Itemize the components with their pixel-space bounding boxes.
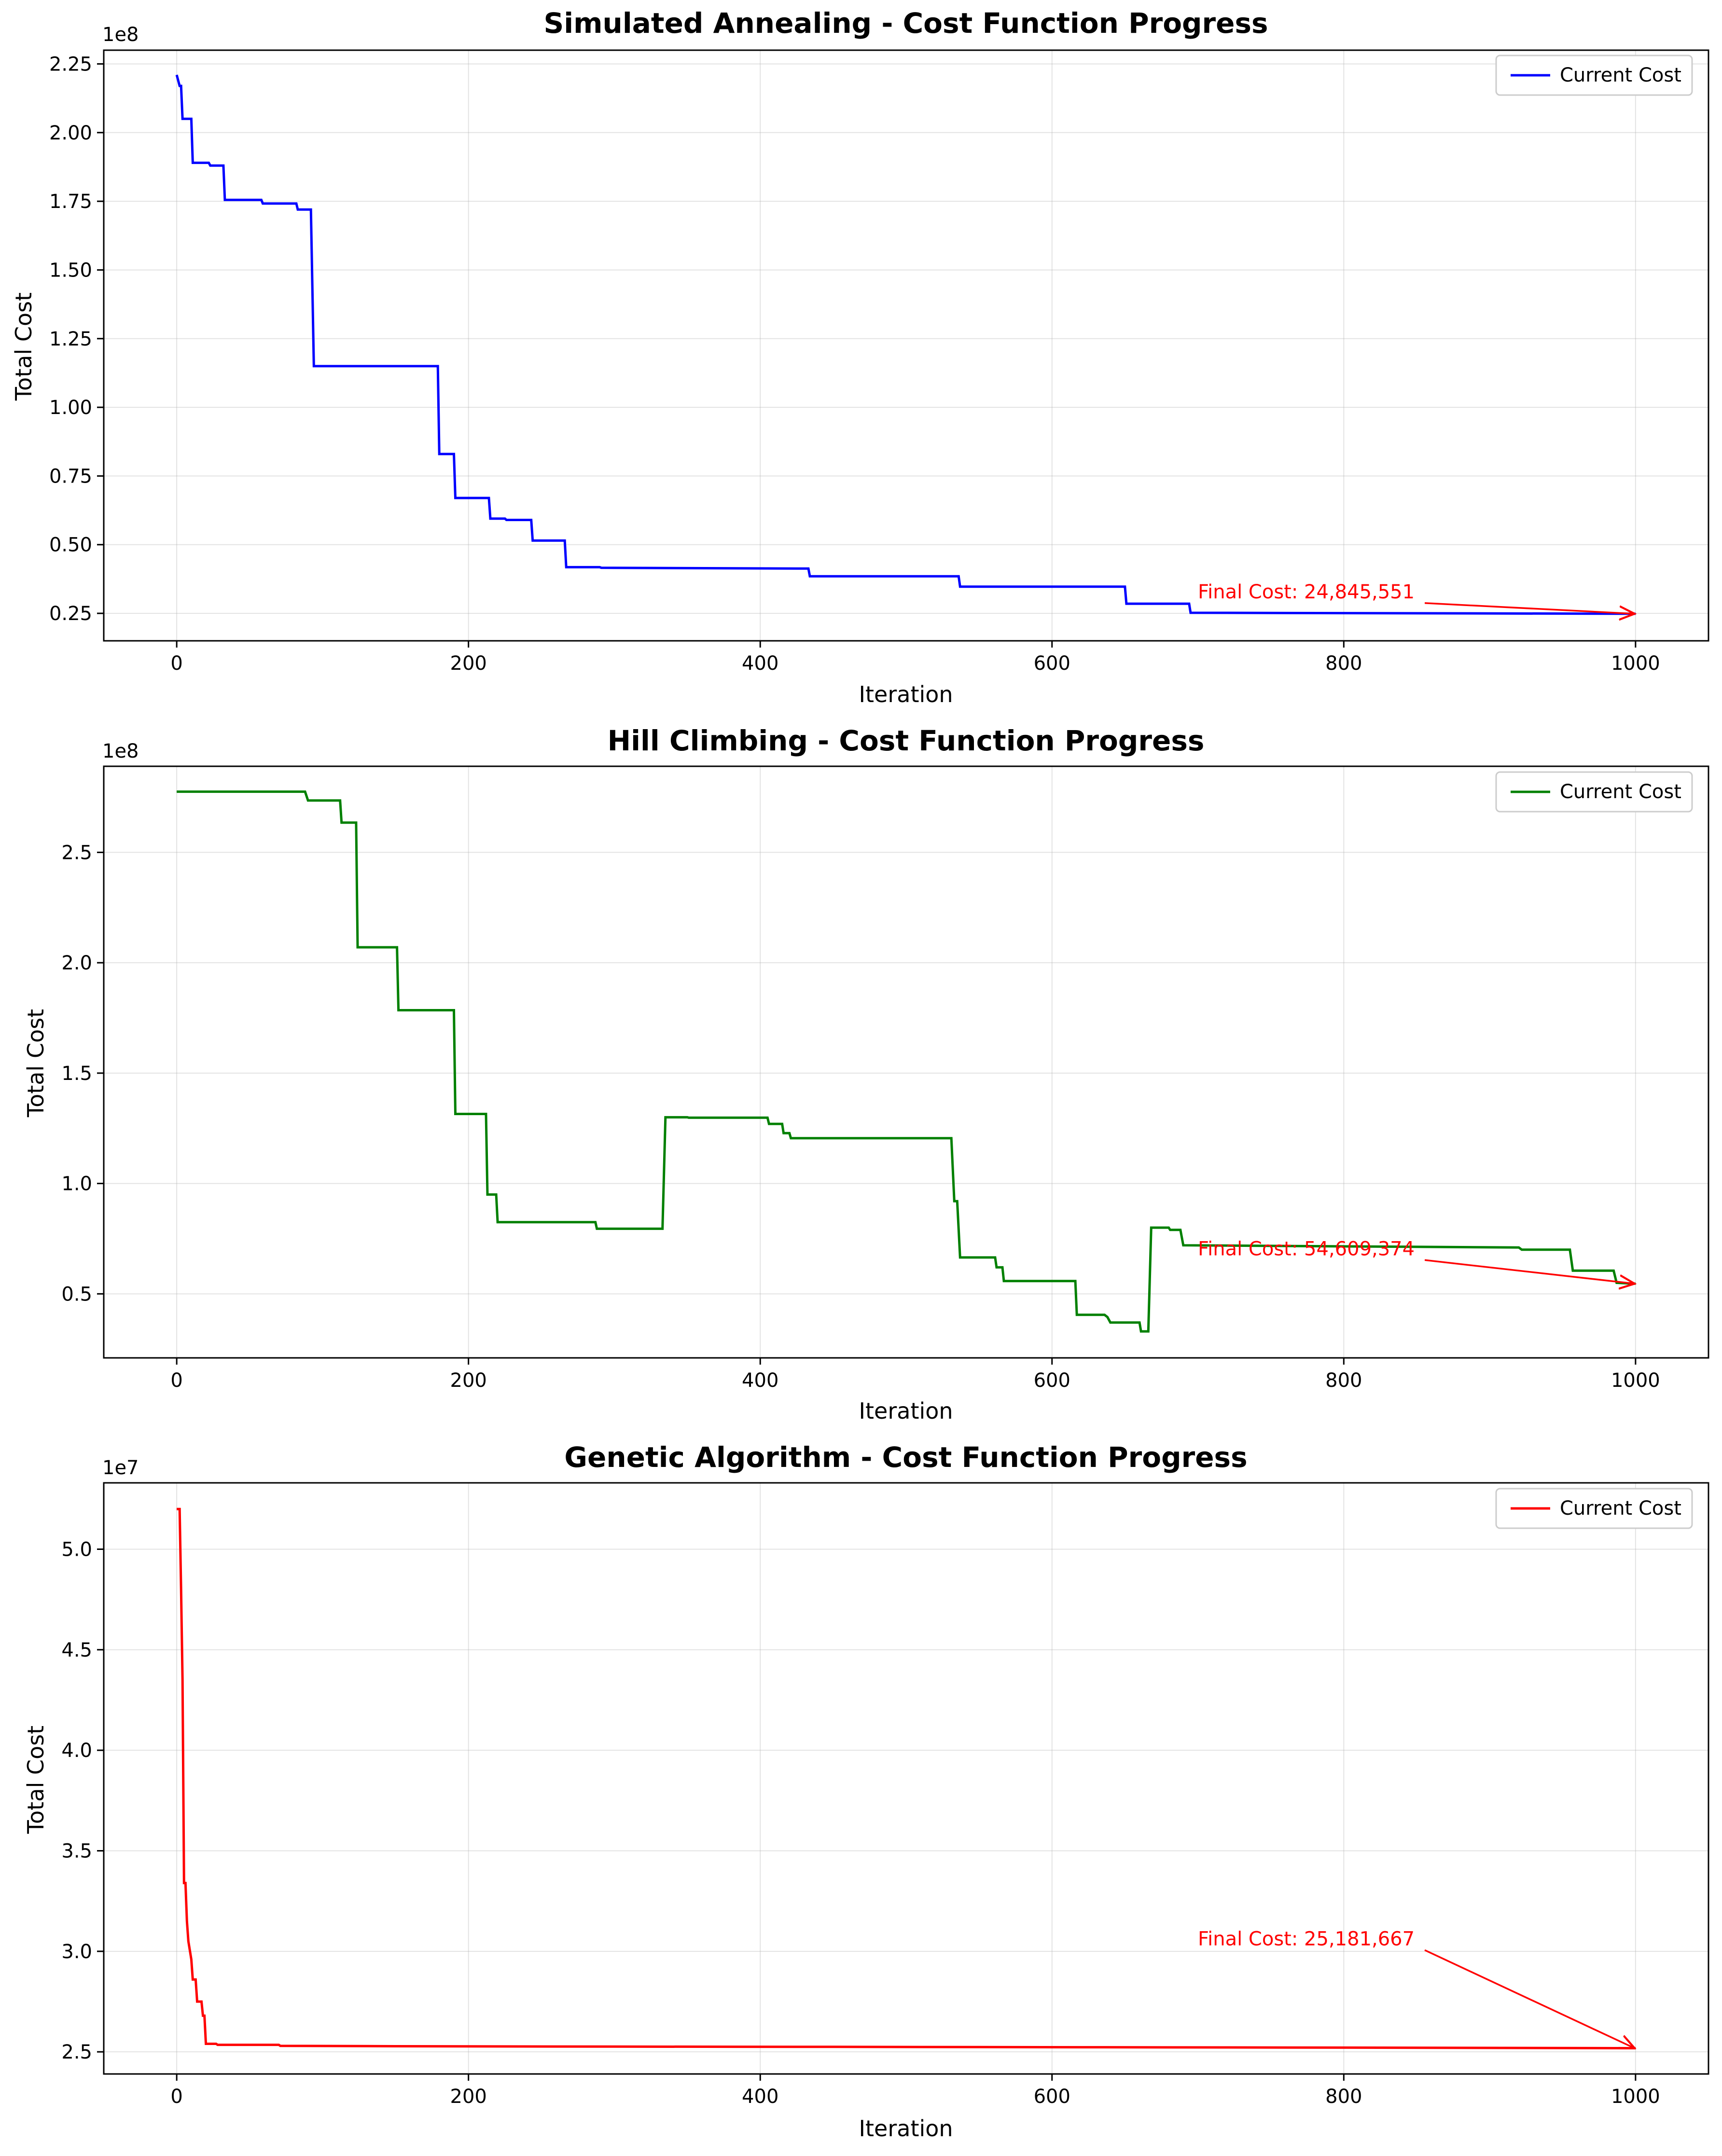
y-tick-label: 0.25: [49, 603, 92, 625]
y-tick-label: 1.00: [49, 397, 92, 419]
series-line: [175, 74, 1636, 615]
series-line: [177, 790, 1636, 1333]
y-tick-label: 1.5: [61, 1063, 92, 1085]
x-tick-label: 200: [450, 1369, 487, 1392]
x-tick-label: 800: [1325, 1369, 1362, 1392]
y-axis-offset-label: 1e8: [102, 24, 139, 46]
x-axis-label: Iteration: [859, 1398, 953, 1424]
y-axis-label: Total Cost: [23, 1009, 49, 1118]
y-tick-label: 2.25: [49, 53, 92, 75]
y-tick-label: 3.5: [61, 1840, 92, 1863]
legend-box: [1495, 55, 1693, 96]
chart-title: Genetic Algorithm - Cost Function Progre…: [564, 1441, 1247, 1474]
x-tick-label: 1000: [1611, 2086, 1660, 2108]
legend: Current Cost: [1495, 1488, 1693, 1529]
series-line: [177, 1507, 1636, 2050]
x-tick-label: 1000: [1611, 1369, 1660, 1392]
plot-frame: [103, 765, 1709, 1359]
y-axis-label: Total Cost: [11, 292, 37, 401]
legend-label: Current Cost: [1560, 64, 1681, 86]
x-tick-label: 200: [450, 652, 487, 675]
y-axis-label: Total Cost: [23, 1726, 49, 1834]
x-axis-label: Iteration: [859, 681, 953, 707]
chart-title: Simulated Annealing - Cost Function Prog…: [543, 7, 1268, 40]
x-tick-label: 600: [1034, 2086, 1070, 2108]
y-tick-label: 0.5: [61, 1283, 92, 1305]
y-tick-label: 1.0: [61, 1173, 92, 1195]
x-tick-label: 400: [742, 652, 778, 675]
x-tick-label: 1000: [1611, 652, 1660, 675]
chart-panel-hill-climbing: Hill Climbing - Cost Function Progress 0…: [23, 724, 1709, 1424]
x-tick-label: 0: [170, 2086, 182, 2108]
x-tick-label: 800: [1325, 2086, 1362, 2108]
legend-label: Current Cost: [1560, 781, 1681, 803]
x-tick-label: 0: [170, 1369, 182, 1392]
legend-box: [1495, 771, 1693, 813]
y-tick-label: 2.5: [61, 842, 92, 864]
chart-panel-genetic-algorithm: Genetic Algorithm - Cost Function Progre…: [23, 1441, 1709, 2142]
legend: Current Cost: [1495, 55, 1693, 96]
y-axis-offset-label: 1e8: [102, 740, 139, 762]
y-tick-label: 4.5: [61, 1639, 92, 1661]
x-tick-label: 600: [1034, 1369, 1070, 1392]
y-tick-label: 3.0: [61, 1941, 92, 1963]
plot-frame: [103, 49, 1709, 642]
legend-label: Current Cost: [1560, 1497, 1681, 1520]
y-tick-label: 1.50: [49, 259, 92, 281]
x-tick-label: 400: [742, 1369, 778, 1392]
chart-panel-simulated-annealing: Simulated Annealing - Cost Function Prog…: [11, 7, 1709, 707]
chart-title: Hill Climbing - Cost Function Progress: [608, 724, 1205, 757]
x-tick-label: 600: [1034, 652, 1070, 675]
final-cost-annotation: Final Cost: 54,609,374: [1198, 1238, 1415, 1260]
legend-box: [1495, 1488, 1693, 1529]
y-tick-label: 1.75: [49, 191, 92, 213]
y-tick-label: 5.0: [61, 1539, 92, 1561]
y-tick-label: 4.0: [61, 1740, 92, 1762]
y-axis-offset-label: 1e7: [102, 1457, 139, 1479]
y-tick-label: 1.25: [49, 328, 92, 350]
y-tick-label: 0.50: [49, 534, 92, 556]
x-tick-label: 400: [742, 2086, 778, 2108]
y-tick-label: 2.0: [61, 952, 92, 974]
annotation-arrow: [1424, 1259, 1635, 1284]
annotation-arrow: [1424, 602, 1635, 614]
legend: Current Cost: [1495, 771, 1693, 813]
final-cost-annotation: Final Cost: 25,181,667: [1198, 1928, 1415, 1950]
x-tick-label: 0: [170, 652, 182, 675]
y-tick-label: 2.00: [49, 122, 92, 144]
x-tick-label: 800: [1325, 652, 1362, 675]
y-tick-label: 2.5: [61, 2041, 92, 2063]
final-cost-annotation: Final Cost: 24,845,551: [1198, 581, 1415, 603]
annotation-arrow: [1424, 1949, 1635, 2048]
x-tick-label: 200: [450, 2086, 487, 2108]
plot-frame: [103, 1482, 1709, 2075]
y-tick-label: 0.75: [49, 465, 92, 487]
x-axis-label: Iteration: [859, 2115, 953, 2142]
